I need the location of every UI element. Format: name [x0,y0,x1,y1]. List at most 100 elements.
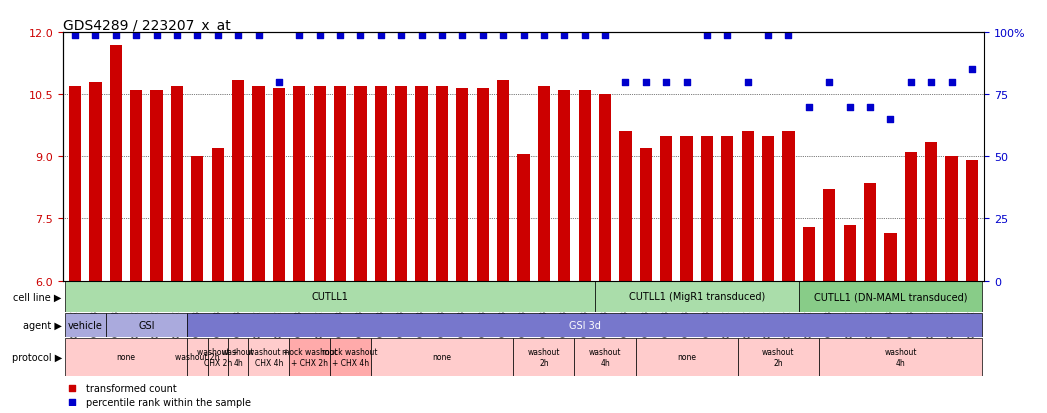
Text: washout
4h: washout 4h [222,347,254,367]
Text: CUTLL1 (MigR1 transduced): CUTLL1 (MigR1 transduced) [628,292,765,302]
Point [373,32,389,39]
Bar [151,91,162,281]
Point [128,32,144,39]
FancyBboxPatch shape [207,338,228,376]
Bar [211,149,224,281]
Bar [192,157,203,281]
Point [862,104,878,111]
Text: mock washout
+ CHX 4h: mock washout + CHX 4h [322,347,378,367]
Bar [926,142,937,281]
Point [760,32,777,39]
Text: washout
4h: washout 4h [885,347,917,367]
Bar [395,87,407,281]
Bar [293,87,306,281]
Bar [620,132,631,281]
Bar [69,87,82,281]
FancyBboxPatch shape [228,338,248,376]
Point [719,32,736,39]
FancyBboxPatch shape [65,313,106,337]
Text: washout
2h: washout 2h [528,347,560,367]
Bar [762,136,774,281]
Point [943,79,960,86]
Point [576,32,593,39]
Bar [823,190,836,281]
Point [270,79,287,86]
FancyBboxPatch shape [187,313,982,337]
Bar [864,184,876,281]
Bar [130,91,142,281]
Point [599,233,616,240]
Bar [660,136,672,281]
FancyBboxPatch shape [799,282,982,312]
FancyBboxPatch shape [65,338,187,376]
FancyBboxPatch shape [106,313,187,337]
Text: none: none [677,352,696,361]
Point [658,79,674,86]
Text: agent ▶: agent ▶ [23,320,62,330]
Point [535,32,552,39]
Text: vehicle: vehicle [68,320,103,330]
Bar [334,87,347,281]
Point [229,32,246,39]
Bar [803,227,815,281]
Bar [232,81,244,281]
Text: GDS4289 / 223207_x_at: GDS4289 / 223207_x_at [63,19,230,33]
Point [474,32,491,39]
Bar [436,87,448,281]
Text: none: none [432,352,451,361]
Bar [110,45,121,281]
Bar [599,95,611,281]
Text: cell line ▶: cell line ▶ [14,292,62,302]
Bar [721,136,734,281]
Text: transformed count: transformed count [86,383,177,393]
Point [393,32,409,39]
Bar [700,136,713,281]
Point [250,32,267,39]
FancyBboxPatch shape [371,338,513,376]
Bar [517,155,530,281]
Bar [905,153,917,281]
Bar [497,81,509,281]
FancyBboxPatch shape [819,338,982,376]
Point [495,32,512,39]
FancyBboxPatch shape [65,282,595,312]
Point [556,32,573,39]
Bar [965,161,978,281]
Text: mock washout
+ CHX 2h: mock washout + CHX 2h [282,347,337,367]
FancyBboxPatch shape [737,338,819,376]
Text: GSI 3d: GSI 3d [569,320,601,330]
Bar [476,89,489,281]
FancyBboxPatch shape [595,282,799,312]
Point [67,32,84,39]
Bar [456,89,468,281]
Point [188,32,205,39]
Point [149,32,165,39]
Point [108,32,125,39]
Point [332,32,349,39]
Point [597,32,614,39]
Bar [681,136,693,281]
Point [599,361,616,368]
Bar [945,157,958,281]
Point [698,32,715,39]
Bar [741,132,754,281]
FancyBboxPatch shape [636,338,737,376]
Bar [538,87,550,281]
Text: washout
2h: washout 2h [762,347,795,367]
FancyBboxPatch shape [289,338,330,376]
Text: washout +
CHX 4h: washout + CHX 4h [248,347,289,367]
Text: GSI: GSI [138,320,155,330]
FancyBboxPatch shape [575,338,636,376]
Point [963,67,980,74]
Point [311,32,328,39]
Text: CUTLL1: CUTLL1 [311,292,349,302]
Bar [313,87,326,281]
Point [903,79,919,86]
Point [291,32,308,39]
Point [842,104,859,111]
Text: percentile rank within the sample: percentile rank within the sample [86,397,251,407]
Point [209,32,226,39]
Bar [579,91,591,281]
Point [801,104,818,111]
Point [780,32,797,39]
